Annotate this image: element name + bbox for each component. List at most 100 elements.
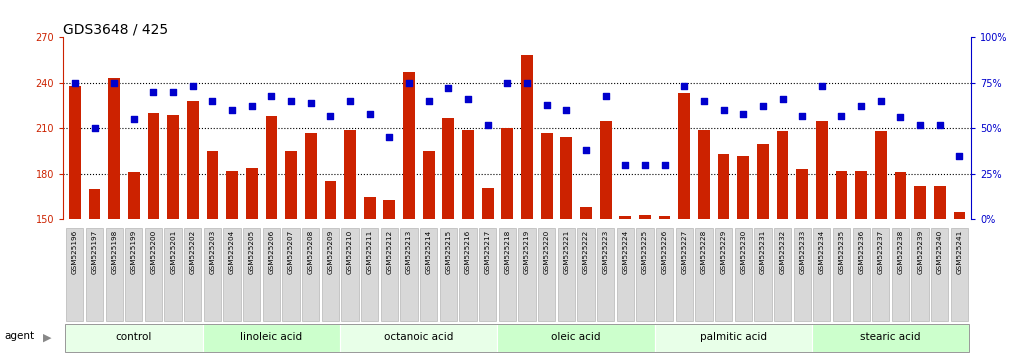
FancyBboxPatch shape <box>65 324 202 353</box>
Bar <box>541 133 552 219</box>
Text: control: control <box>116 332 152 342</box>
Point <box>67 80 83 86</box>
Bar <box>521 56 533 219</box>
Point <box>853 104 870 109</box>
Text: GSM525197: GSM525197 <box>92 229 98 274</box>
FancyBboxPatch shape <box>203 228 221 321</box>
Point <box>715 107 731 113</box>
Text: GSM525212: GSM525212 <box>386 229 393 274</box>
Text: GSM525234: GSM525234 <box>819 229 825 274</box>
Bar <box>442 118 455 219</box>
Text: GSM525205: GSM525205 <box>249 229 255 274</box>
FancyBboxPatch shape <box>519 228 536 321</box>
Text: agent: agent <box>4 331 35 341</box>
Point <box>597 93 613 98</box>
FancyBboxPatch shape <box>812 324 969 353</box>
Point <box>440 85 457 91</box>
FancyBboxPatch shape <box>439 228 457 321</box>
FancyBboxPatch shape <box>774 228 791 321</box>
Point <box>755 104 771 109</box>
Text: GSM525196: GSM525196 <box>72 229 78 274</box>
Bar <box>639 215 651 219</box>
FancyBboxPatch shape <box>616 228 634 321</box>
Text: GSM525225: GSM525225 <box>642 229 648 274</box>
FancyBboxPatch shape <box>66 228 83 321</box>
Point <box>676 84 693 89</box>
Point <box>637 162 653 168</box>
Point <box>401 80 417 86</box>
Bar <box>88 189 101 219</box>
FancyBboxPatch shape <box>361 228 378 321</box>
Text: GSM525223: GSM525223 <box>603 229 608 274</box>
Bar <box>265 116 278 219</box>
Text: GSM525226: GSM525226 <box>662 229 667 274</box>
FancyBboxPatch shape <box>538 228 555 321</box>
FancyBboxPatch shape <box>675 228 693 321</box>
FancyBboxPatch shape <box>656 228 673 321</box>
Bar <box>364 197 375 219</box>
Text: GSM525237: GSM525237 <box>878 229 884 274</box>
Point <box>814 84 830 89</box>
Point <box>381 135 398 140</box>
Bar <box>934 186 946 219</box>
Text: GSM525210: GSM525210 <box>347 229 353 274</box>
FancyBboxPatch shape <box>793 228 811 321</box>
Text: GSM525235: GSM525235 <box>838 229 844 274</box>
Bar <box>462 130 474 219</box>
Text: GSM525198: GSM525198 <box>111 229 117 274</box>
Bar <box>482 188 493 219</box>
Point <box>735 111 752 116</box>
FancyBboxPatch shape <box>814 228 831 321</box>
Point <box>86 125 103 131</box>
Point <box>165 89 181 95</box>
Bar <box>600 121 611 219</box>
Bar <box>246 168 257 219</box>
Point <box>421 98 437 104</box>
Bar <box>796 169 809 219</box>
Text: GSM525203: GSM525203 <box>210 229 216 274</box>
Bar <box>678 93 691 219</box>
FancyBboxPatch shape <box>302 228 319 321</box>
Text: GSM525200: GSM525200 <box>151 229 157 274</box>
Bar <box>560 137 573 219</box>
Text: GSM525230: GSM525230 <box>740 229 746 274</box>
FancyBboxPatch shape <box>321 228 339 321</box>
Point <box>578 147 594 153</box>
Point <box>362 111 378 116</box>
Text: GSM525204: GSM525204 <box>229 229 235 274</box>
FancyBboxPatch shape <box>202 324 341 353</box>
Text: GSM525238: GSM525238 <box>897 229 903 274</box>
Text: GSM525218: GSM525218 <box>504 229 511 274</box>
Bar <box>580 207 592 219</box>
FancyBboxPatch shape <box>498 228 516 321</box>
FancyBboxPatch shape <box>597 228 614 321</box>
FancyBboxPatch shape <box>734 228 752 321</box>
Bar <box>128 172 139 219</box>
FancyBboxPatch shape <box>696 228 713 321</box>
Bar <box>147 113 160 219</box>
Text: GSM525215: GSM525215 <box>445 229 452 274</box>
FancyBboxPatch shape <box>165 228 182 321</box>
FancyBboxPatch shape <box>833 228 850 321</box>
Point <box>283 98 299 104</box>
FancyBboxPatch shape <box>342 228 359 321</box>
Bar <box>305 133 316 219</box>
Point <box>833 113 849 118</box>
Text: linoleic acid: linoleic acid <box>240 332 302 342</box>
Text: GSM525228: GSM525228 <box>701 229 707 274</box>
FancyBboxPatch shape <box>715 228 732 321</box>
Bar <box>403 72 415 219</box>
Text: GSM525231: GSM525231 <box>760 229 766 274</box>
Bar <box>836 171 847 219</box>
Bar <box>69 86 80 219</box>
Bar <box>619 216 632 219</box>
Text: GSM525239: GSM525239 <box>917 229 923 274</box>
Point <box>460 96 476 102</box>
Bar <box>954 212 965 219</box>
FancyBboxPatch shape <box>243 228 260 321</box>
Text: GSM525219: GSM525219 <box>524 229 530 274</box>
Text: GSM525199: GSM525199 <box>131 229 137 274</box>
Point <box>244 104 260 109</box>
FancyBboxPatch shape <box>420 228 437 321</box>
Text: GSM525221: GSM525221 <box>563 229 570 274</box>
